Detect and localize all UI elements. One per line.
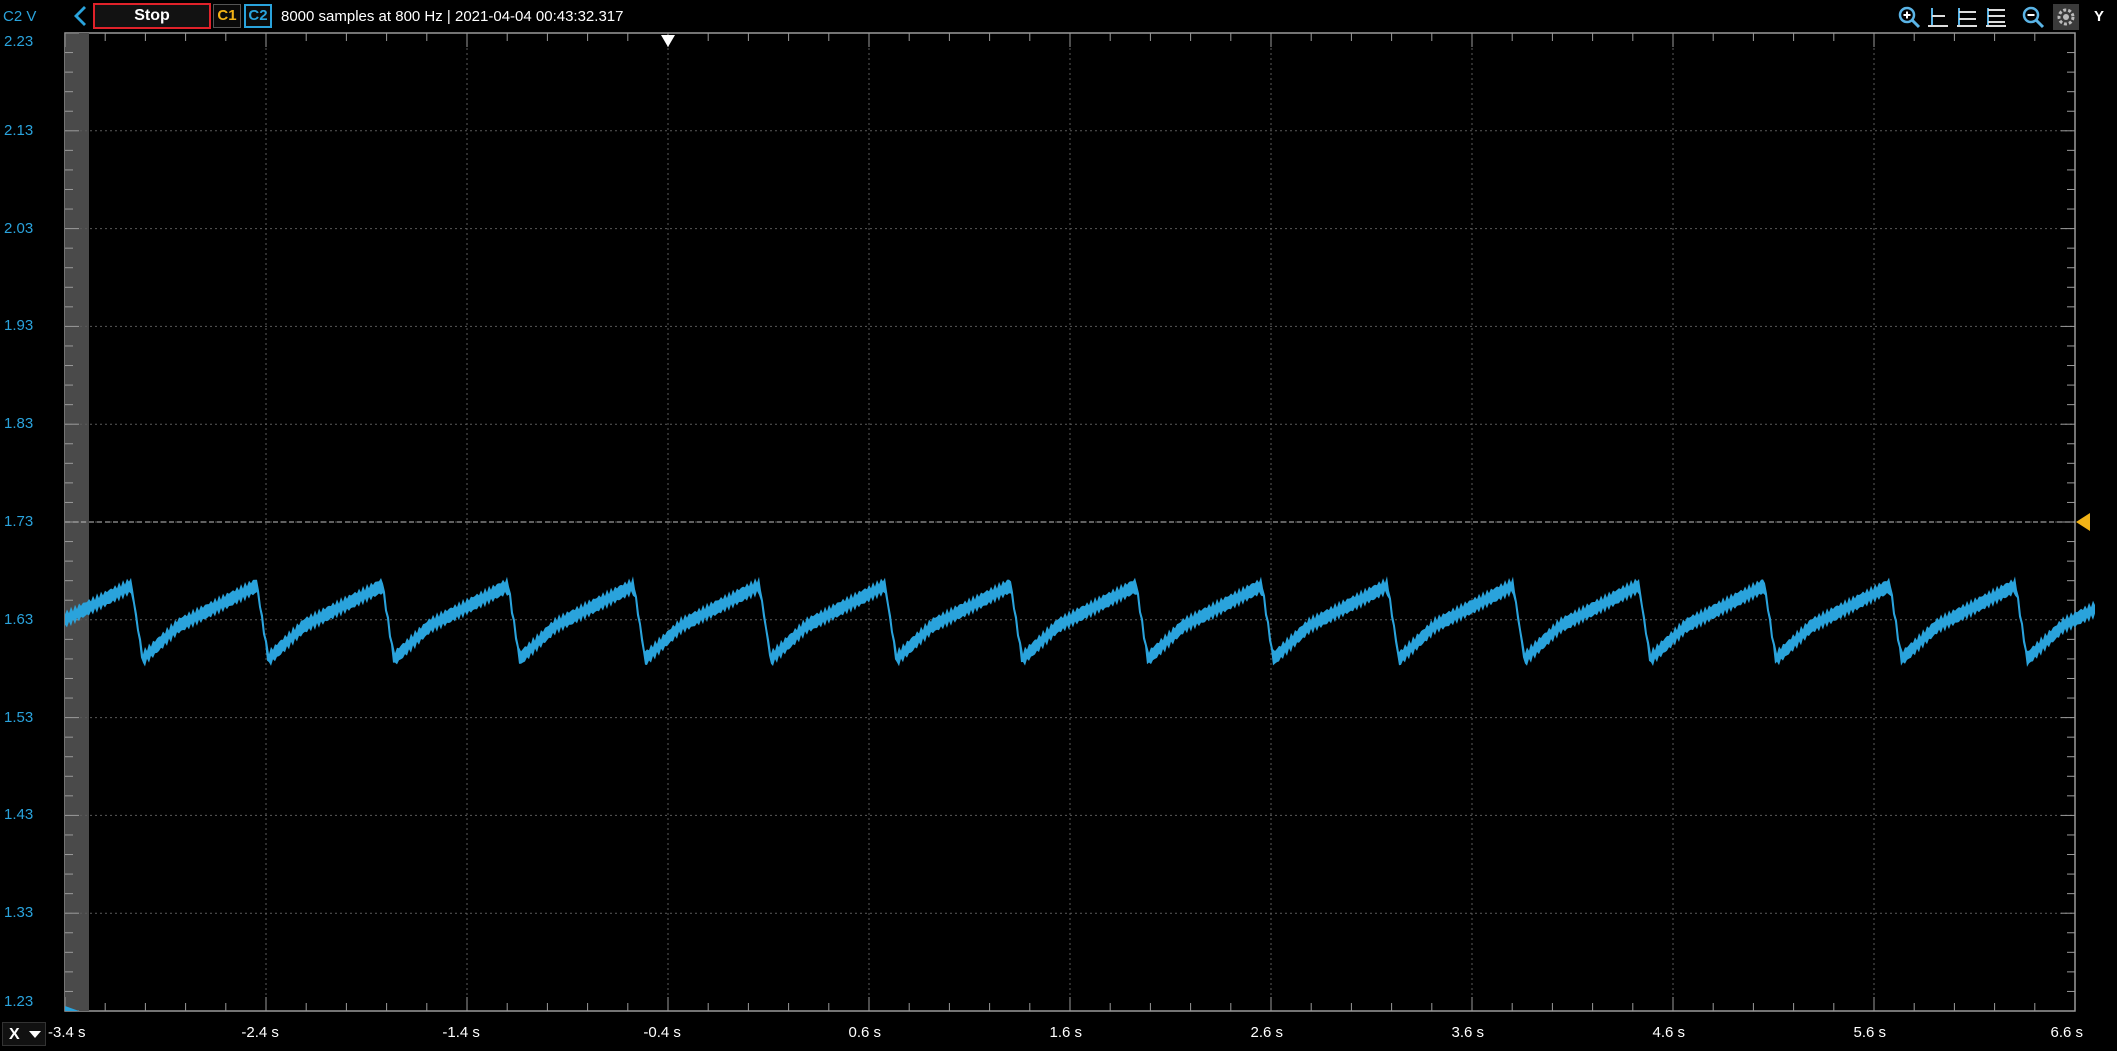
cursor-c-icon[interactable] <box>1983 4 2009 30</box>
channel-unit-label: C2 V <box>3 8 37 25</box>
y-tick-label: 1.43 <box>4 806 34 824</box>
y-tick-label: 1.23 <box>4 993 34 1010</box>
x-tick-label: 1.6 s <box>1049 1024 1083 1041</box>
x-tick-label: 4.6 s <box>1652 1024 1686 1041</box>
x-tick-label: 3.6 s <box>1451 1024 1485 1041</box>
zoom-out-icon[interactable] <box>2020 4 2046 30</box>
y-tick-label: 2.03 <box>4 219 34 237</box>
y-tick-label: 1.83 <box>4 415 34 433</box>
x-tick-label: 0.6 s <box>848 1024 882 1041</box>
settings-icon[interactable] <box>2053 4 2079 30</box>
y-tick-label: 2.23 <box>4 33 34 50</box>
channel-1-button[interactable]: C1 <box>213 4 241 28</box>
y-tick-label: 1.73 <box>4 513 34 530</box>
channel-2-offset-marker <box>65 1006 79 1011</box>
dropdown-arrow-icon <box>29 1031 41 1038</box>
x-axis-selector-label: X <box>9 1026 20 1043</box>
chevron-left-icon[interactable] <box>68 3 92 29</box>
y-tick-label: 1.33 <box>4 904 34 922</box>
x-tick-label: 5.6 s <box>1853 1024 1887 1041</box>
x-tick-label: -0.4 s <box>643 1024 681 1041</box>
x-tick-label: -1.4 s <box>442 1024 480 1041</box>
acquisition-status: 8000 samples at 800 Hz | 2021-04-04 00:4… <box>281 8 624 25</box>
toolbar: C2 V Stop C1 C2 8000 samples at 800 Hz |… <box>0 0 2117 33</box>
y-tick-label: 1.63 <box>4 610 34 628</box>
cursor-a-icon[interactable] <box>1925 4 1951 30</box>
cursor-b-icon[interactable] <box>1954 4 1980 30</box>
stop-button[interactable]: Stop <box>93 3 211 29</box>
y-axis-button[interactable]: Y <box>2093 8 2104 25</box>
trigger-time-marker <box>661 35 675 47</box>
x-tick-label: -3.4 s <box>48 1024 86 1041</box>
channel-2-trace <box>65 576 2095 667</box>
trigger-level-marker <box>2076 513 2090 531</box>
zoom-in-icon[interactable] <box>1896 4 1922 30</box>
y-tick-label: 1.53 <box>4 708 34 726</box>
y-tick-label: 2.13 <box>4 121 34 139</box>
plot-markers <box>65 35 2090 1011</box>
y-tick-label: 1.93 <box>4 317 34 335</box>
x-tick-label: 2.6 s <box>1250 1024 1284 1041</box>
x-axis-selector[interactable]: X <box>2 1022 46 1046</box>
x-tick-label: 6.6 s <box>2050 1024 2084 1041</box>
channel-2-button[interactable]: C2 <box>244 4 272 28</box>
plot-grid <box>64 32 2076 1012</box>
channel-2-waveform <box>65 576 2095 667</box>
x-tick-label: -2.4 s <box>241 1024 279 1041</box>
